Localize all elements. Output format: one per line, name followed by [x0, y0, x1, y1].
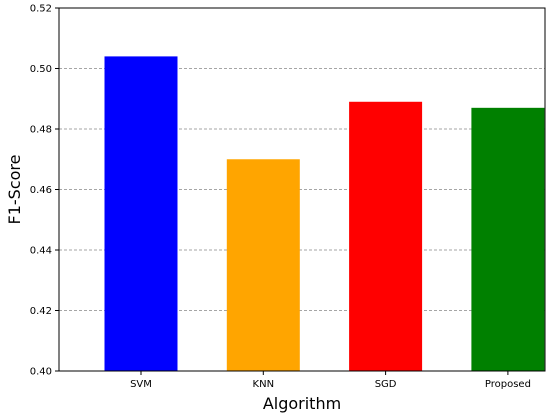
x-tick-label: SGD	[375, 379, 397, 390]
x-axis-ticks: SVM KNN SGD Proposed	[130, 371, 531, 390]
y-axis-ticks: 0.40 0.42 0.44 0.46 0.48 0.50 0.52	[30, 4, 59, 378]
bar-sgd	[349, 101, 423, 372]
bar-knn	[226, 159, 300, 371]
x-tick-label: SVM	[130, 379, 152, 390]
y-tick-label: 0.48	[30, 125, 52, 136]
x-tick-label: KNN	[253, 379, 275, 390]
bar-proposed	[471, 107, 545, 371]
y-tick-label: 0.46	[30, 185, 52, 196]
x-tick-label: Proposed	[485, 379, 531, 390]
y-tick-label: 0.52	[30, 4, 52, 15]
y-tick-label: 0.42	[30, 306, 52, 317]
bar-svm	[104, 56, 178, 372]
y-tick-label: 0.50	[30, 64, 52, 75]
y-axis-label: F1-Score	[5, 155, 24, 225]
y-tick-label: 0.40	[30, 367, 52, 378]
x-axis-label: Algorithm	[263, 394, 341, 413]
bars	[104, 56, 545, 372]
y-tick-label: 0.44	[30, 246, 52, 257]
